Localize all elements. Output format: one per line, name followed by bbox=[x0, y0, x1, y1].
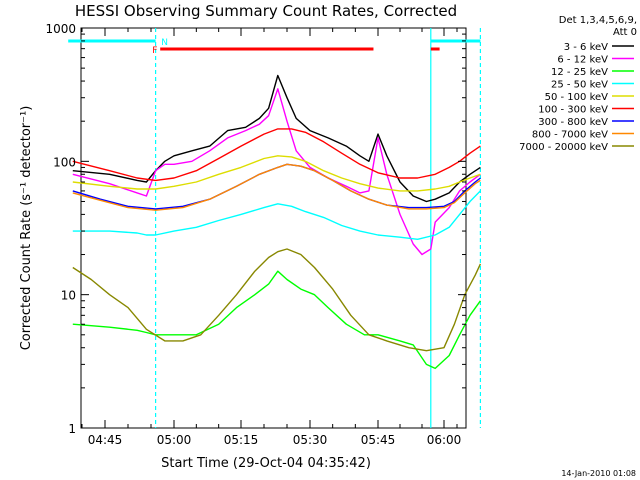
legend-label: 100 - 300 keV bbox=[538, 105, 608, 116]
series-line-3-6kev bbox=[72, 74, 481, 203]
x-tick-label: 05:30 bbox=[293, 433, 328, 447]
legend-label: 50 - 100 keV bbox=[545, 92, 609, 103]
series-line-12-25kev bbox=[72, 270, 481, 370]
x-tick-label: 05:45 bbox=[361, 433, 396, 447]
y-tick-label: 100 bbox=[53, 155, 76, 169]
series-line-50-100kev bbox=[72, 155, 481, 192]
series-line-300-800kev bbox=[72, 163, 481, 210]
footer-timestamp: 14-Jan-2010 01:08 bbox=[561, 469, 636, 478]
series-line-800-7000kev bbox=[72, 163, 481, 211]
series-line-25-50kev bbox=[72, 190, 481, 240]
plot-area: NF bbox=[68, 28, 482, 428]
x-tick-label: 04:45 bbox=[88, 433, 123, 447]
y-tick-label: 1000 bbox=[45, 22, 76, 36]
legend-label: 6 - 12 keV bbox=[557, 55, 608, 66]
x-axis-label: Start Time (29-Oct-04 04:35:42) bbox=[161, 456, 371, 471]
x-tick-label: 06:00 bbox=[427, 433, 462, 447]
chart-title: HESSI Observing Summary Count Rates, Cor… bbox=[75, 2, 457, 20]
legend-label: 12 - 25 keV bbox=[551, 67, 608, 78]
x-tick-label: 05:15 bbox=[224, 433, 259, 447]
legend-header-line: Det 1,3,4,5,6,9, bbox=[559, 15, 637, 26]
series-line-7000-20000kev bbox=[72, 248, 482, 352]
legend-label: 25 - 50 keV bbox=[551, 80, 608, 91]
flag-f-label: F bbox=[152, 46, 157, 56]
legend: Det 1,3,4,5,6,9,Att 0 3 - 6 keV 6 - 12 keV… bbox=[519, 15, 637, 153]
series-line-6-12kev bbox=[72, 88, 481, 256]
legend-label: 300 - 800 keV bbox=[538, 117, 608, 128]
legend-header-line: Att 0 bbox=[613, 27, 637, 38]
series-line-100-300kev bbox=[72, 128, 481, 182]
y-tick-label: 10 bbox=[61, 289, 76, 303]
x-tick-label: 05:00 bbox=[157, 433, 192, 447]
y-axis-label: Corrected Count Rate (s⁻¹ detector⁻¹) bbox=[19, 106, 34, 351]
legend-label: 3 - 6 keV bbox=[564, 42, 608, 53]
legend-label: 800 - 7000 keV bbox=[532, 130, 608, 141]
legend-label: 7000 - 20000 keV bbox=[519, 142, 608, 153]
plot-frame bbox=[80, 27, 467, 429]
flag-n-label: N bbox=[161, 38, 168, 48]
axes: 04:45 05:00 05:15 05:30 05:45 06:00 1 10 100 1000 bbox=[45, 22, 466, 447]
y-tick-label: 1 bbox=[68, 422, 76, 436]
